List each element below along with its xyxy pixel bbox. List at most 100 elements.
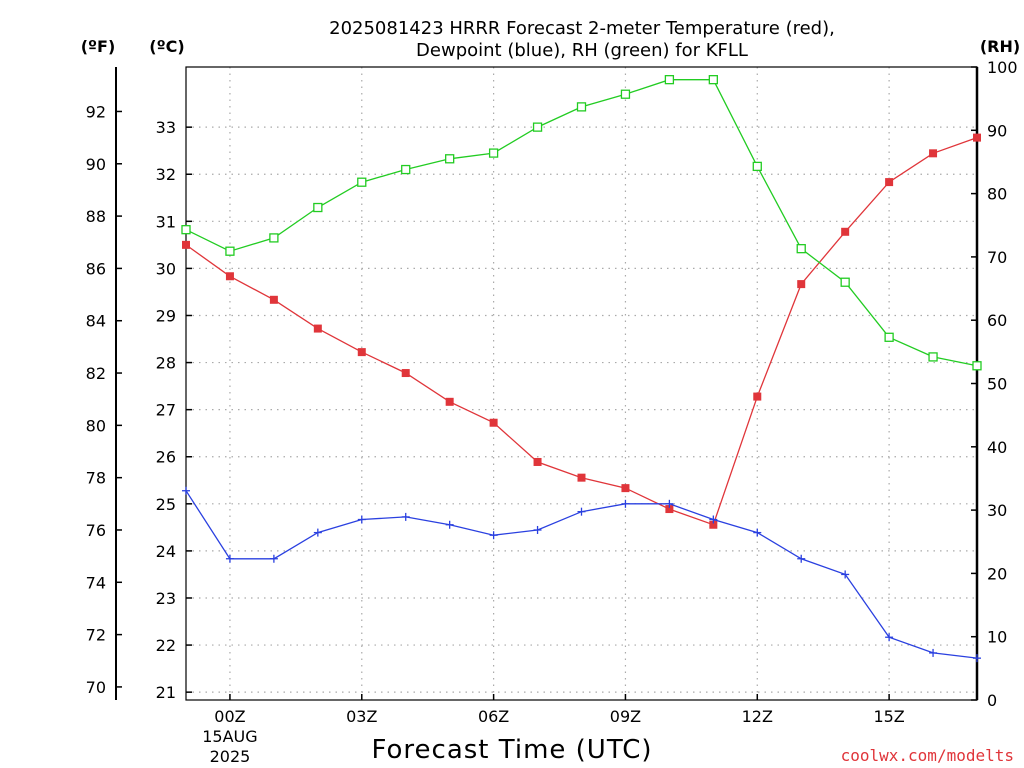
fahrenheit-tick-label: 70 bbox=[86, 678, 106, 697]
celsius-tick-label: 31 bbox=[156, 212, 176, 231]
temperature-point bbox=[182, 240, 190, 249]
celsius-tick-label: 33 bbox=[156, 118, 176, 137]
temperature-point bbox=[753, 392, 762, 401]
dewpoint-point bbox=[577, 507, 586, 516]
rh-point bbox=[313, 202, 323, 213]
dewpoint-point bbox=[269, 554, 278, 563]
celsius-tick-label: 27 bbox=[156, 401, 176, 420]
rh-point bbox=[488, 148, 499, 158]
temperature-point bbox=[841, 227, 850, 236]
temperature-point bbox=[929, 149, 938, 158]
rh-tick-label: 50 bbox=[987, 375, 1007, 394]
celsius-tick-label: 28 bbox=[156, 354, 176, 373]
dewpoint-point bbox=[401, 512, 410, 521]
rh-axis-unit: (RH) bbox=[980, 37, 1020, 56]
dewpoint-point bbox=[797, 554, 806, 563]
rh-point bbox=[708, 75, 718, 85]
chart-title-line2: Dewpoint (blue), RH (green) for KFLL bbox=[416, 40, 748, 61]
fahrenheit-tick-label: 78 bbox=[86, 469, 106, 488]
rh-point bbox=[357, 177, 367, 187]
celsius-tick-label: 32 bbox=[156, 165, 176, 184]
celsius-tick-label: 25 bbox=[156, 495, 176, 514]
temperature-point bbox=[709, 520, 718, 529]
rh-tick-label: 60 bbox=[987, 311, 1007, 330]
dewpoint-point bbox=[973, 654, 981, 663]
fahrenheit-tick-label: 90 bbox=[86, 155, 106, 174]
rh-tick-label: 40 bbox=[987, 438, 1007, 457]
temperature-point bbox=[885, 178, 894, 187]
fahrenheit-tick-label: 76 bbox=[86, 521, 106, 540]
rh-tick-label: 70 bbox=[987, 248, 1007, 267]
dewpoint-point bbox=[182, 486, 190, 495]
temperature-point bbox=[621, 484, 630, 493]
rh-tick-label: 10 bbox=[987, 628, 1007, 647]
rh-tick-label: 80 bbox=[987, 185, 1007, 204]
x-tick-label: 03Z bbox=[346, 707, 377, 726]
temperature-point bbox=[401, 369, 410, 378]
temperature-point bbox=[269, 295, 278, 304]
plot-frame bbox=[185, 66, 978, 701]
x-tick-label: 09Z bbox=[610, 707, 641, 726]
grid-layer bbox=[186, 67, 977, 700]
x-tick-year: 2025 bbox=[210, 747, 251, 766]
rh-point bbox=[269, 233, 279, 243]
rh-line bbox=[185, 79, 978, 367]
rh-point bbox=[884, 332, 894, 342]
celsius-tick-label: 30 bbox=[156, 259, 176, 278]
celsius-tick-label: 24 bbox=[156, 542, 176, 561]
dewpoint-point bbox=[709, 515, 718, 524]
dewpoint-point bbox=[533, 525, 542, 534]
rh-point bbox=[840, 277, 850, 287]
x-tick-label: 15Z bbox=[873, 707, 904, 726]
dewpoint-point bbox=[885, 633, 894, 642]
temperature-point bbox=[665, 505, 674, 514]
rh-tick-label: 0 bbox=[987, 691, 997, 710]
rh-point bbox=[532, 122, 543, 132]
dewpoint-point bbox=[753, 528, 762, 537]
temperature-point bbox=[973, 133, 981, 142]
x-tick-label: 06Z bbox=[478, 707, 509, 726]
celsius-tick-label: 22 bbox=[156, 636, 176, 655]
axis-layer: 70 72 74 76 78 80 82 84 86 88 90 92 21 22 23 24 25 26 27 28… bbox=[86, 58, 1018, 766]
celsius-tick-label: 29 bbox=[156, 306, 176, 325]
dewpoint-point bbox=[841, 570, 850, 579]
rh-point bbox=[576, 102, 587, 112]
rh-point bbox=[225, 246, 235, 256]
rh-point bbox=[664, 75, 675, 85]
temperature-point bbox=[445, 397, 454, 406]
dewpoint-point bbox=[357, 515, 366, 524]
dewpoint-point bbox=[445, 520, 454, 529]
celsius-tick-label: 23 bbox=[156, 589, 176, 608]
celsius-tick-label: 21 bbox=[156, 683, 176, 702]
temperature-point bbox=[357, 348, 366, 357]
temperature-point bbox=[313, 324, 322, 333]
fahrenheit-tick-label: 74 bbox=[86, 573, 106, 592]
fahrenheit-tick-label: 82 bbox=[86, 364, 106, 383]
x-tick-date: 15AUG bbox=[202, 727, 257, 746]
temperature-point bbox=[577, 473, 586, 482]
celsius-axis-unit: (ºC) bbox=[149, 37, 184, 56]
temperature-point bbox=[797, 280, 806, 289]
rh-tick-label: 90 bbox=[987, 121, 1007, 140]
rh-point bbox=[928, 352, 938, 362]
dewpoint-point bbox=[313, 528, 322, 537]
rh-tick-label: 20 bbox=[987, 564, 1007, 583]
dewpoint-point bbox=[665, 499, 674, 508]
fahrenheit-tick-label: 84 bbox=[86, 312, 106, 331]
dewpoint-line bbox=[185, 490, 978, 659]
dewpoint-point bbox=[929, 648, 938, 657]
rh-point bbox=[401, 164, 411, 175]
x-tick-label: 12Z bbox=[742, 707, 773, 726]
rh-tick-label: 30 bbox=[987, 501, 1007, 520]
dewpoint-point bbox=[621, 499, 630, 508]
temperature-point bbox=[489, 418, 498, 427]
celsius-tick-label: 26 bbox=[156, 448, 176, 467]
rh-tick-label: 100 bbox=[987, 58, 1018, 77]
temperature-line bbox=[185, 136, 978, 526]
credit-text: coolwx.com/modelts bbox=[841, 746, 1014, 765]
series-layer bbox=[181, 75, 982, 663]
fahrenheit-tick-label: 88 bbox=[86, 207, 106, 226]
rh-point bbox=[445, 154, 455, 164]
temperature-point bbox=[533, 457, 542, 466]
